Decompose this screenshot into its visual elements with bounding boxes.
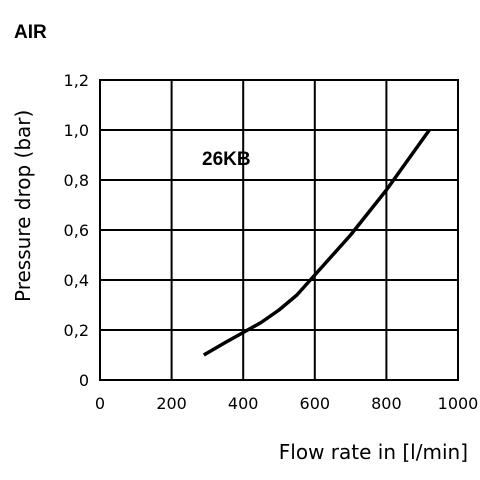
x-tick-label: 200 <box>156 394 187 413</box>
y-tick-label: 1,2 <box>64 71 89 90</box>
y-tick-label: 0,2 <box>64 321 89 340</box>
x-tick-label: 400 <box>228 394 259 413</box>
y-axis-label: Pressure drop (bar) <box>11 110 35 302</box>
chart-title: AIR <box>14 22 47 43</box>
plot-frame <box>99 79 459 381</box>
x-tick-label: 800 <box>371 394 402 413</box>
y-tick-label: 0,6 <box>64 221 89 240</box>
x-tick-labels: 0 200 400 600 800 1000 <box>95 394 478 413</box>
y-tick-label: 0,4 <box>64 271 89 290</box>
y-tick-label: 0 <box>79 371 89 390</box>
y-tick-labels: 0 0,2 0,4 0,6 0,8 1,0 1,2 <box>64 71 89 390</box>
grid-lines <box>100 80 458 380</box>
x-tick-label: 600 <box>300 394 331 413</box>
x-tick-label: 1000 <box>438 394 479 413</box>
curve-group <box>202 128 431 357</box>
x-tick-label: 0 <box>95 394 105 413</box>
y-tick-label: 0,8 <box>64 171 89 190</box>
x-axis-label: Flow rate in [l/min] <box>279 440 468 464</box>
pressure-drop-curve <box>202 128 431 357</box>
model-annotation: 26KB <box>202 149 251 170</box>
y-tick-label: 1,0 <box>64 121 89 140</box>
